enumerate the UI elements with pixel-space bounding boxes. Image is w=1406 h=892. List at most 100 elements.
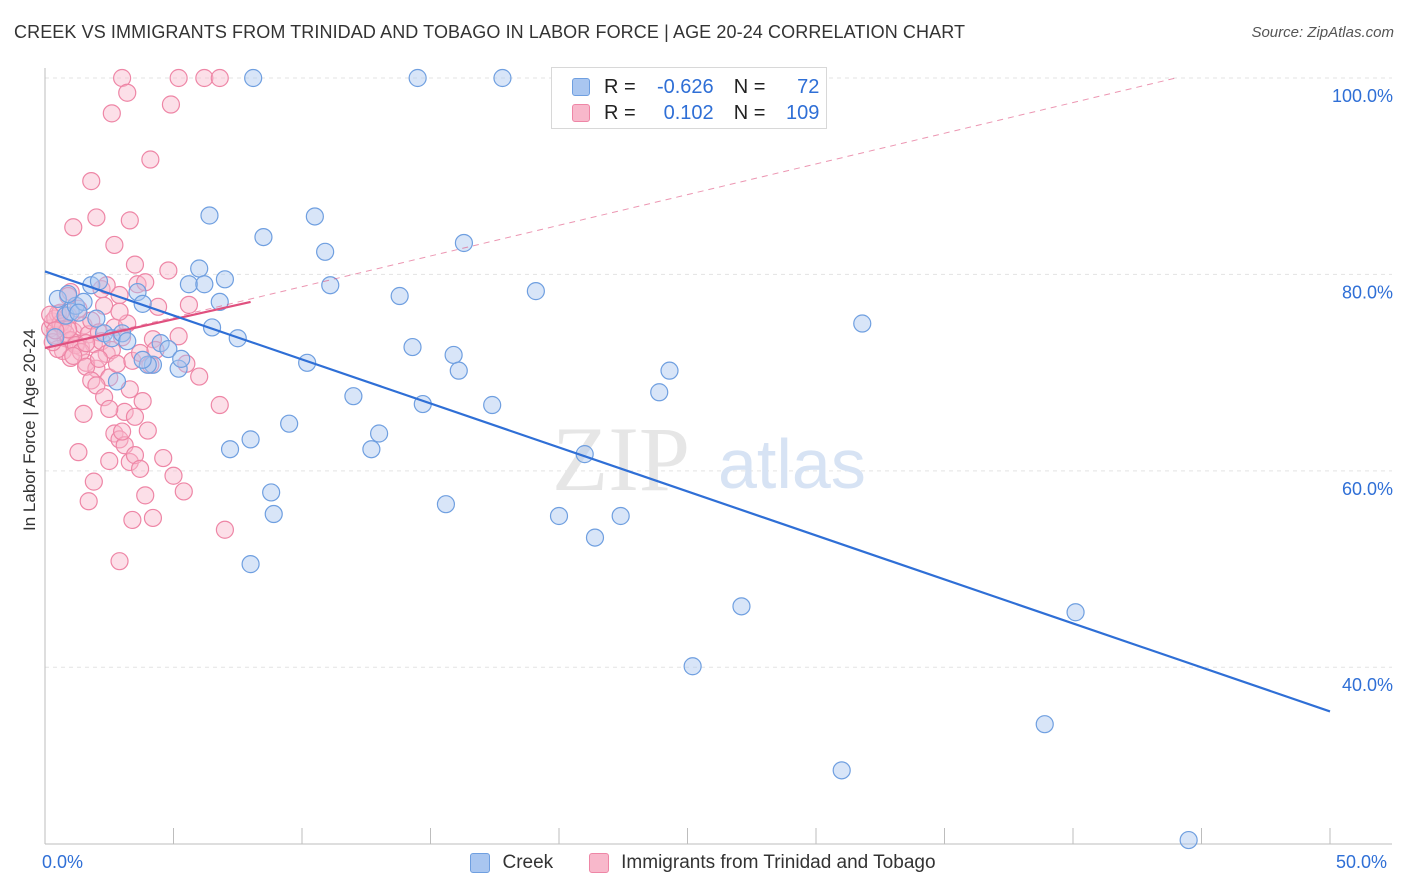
legend-n-value: 109	[786, 101, 820, 124]
data-point-creek	[107, 372, 127, 391]
source-label: Source: ZipAtlas.com	[1251, 24, 1394, 41]
legend-label-creek: Creek	[502, 852, 554, 873]
data-point-creek	[305, 207, 324, 226]
data-point-creek	[449, 361, 468, 380]
data-point-creek	[444, 345, 463, 365]
data-point-trinidad	[138, 421, 157, 440]
data-point-creek	[138, 355, 157, 374]
x-tick-label-min: 0.0%	[42, 852, 84, 872]
data-point-trinidad	[118, 83, 137, 102]
x-tick-label-max: 50.0%	[1336, 852, 1388, 872]
watermark-zip: ZIP	[552, 408, 690, 510]
data-point-creek	[87, 309, 106, 328]
data-point-trinidad	[125, 407, 145, 426]
data-point-trinidad	[174, 482, 193, 501]
data-point-creek	[46, 328, 65, 347]
watermark-atlas: atlas	[718, 425, 866, 503]
data-point-creek	[69, 303, 88, 322]
data-point-trinidad	[141, 150, 160, 169]
y-tick-label: 60.0%	[1342, 479, 1393, 499]
trend-line-trinidad-extended	[44, 77, 1176, 349]
data-point-trinidad	[115, 402, 134, 421]
data-point-trinidad	[169, 68, 188, 88]
data-point-creek	[241, 430, 260, 449]
axes	[44, 68, 1392, 845]
series-creek-points	[46, 68, 1198, 850]
data-point-creek	[611, 506, 630, 526]
data-point-trinidad	[210, 395, 229, 415]
data-point-creek	[660, 361, 679, 380]
legend-item-trinidad[interactable]: Immigrants from Trinidad and Tobago	[589, 852, 936, 874]
data-point-trinidad	[136, 486, 155, 505]
data-point-trinidad	[161, 95, 181, 114]
data-point-creek	[244, 68, 263, 88]
data-point-trinidad	[74, 404, 93, 423]
y-tick-labels: 40.0% 60.0% 80.0% 100.0%	[1332, 86, 1393, 695]
data-point-creek	[179, 275, 199, 294]
legend-r-label: R =	[604, 75, 636, 98]
data-point-trinidad	[125, 255, 145, 274]
data-point-creek	[344, 387, 363, 406]
data-point-trinidad	[130, 459, 150, 478]
chart-title: CREEK VS IMMIGRANTS FROM TRINIDAD AND TO…	[14, 22, 966, 42]
data-point-creek	[321, 276, 340, 295]
data-point-creek	[254, 227, 273, 247]
data-point-trinidad	[125, 446, 145, 465]
legend-r-label: R =	[604, 101, 636, 124]
data-point-creek	[483, 395, 502, 415]
data-point-creek	[118, 332, 137, 351]
data-point-trinidad	[195, 68, 214, 88]
data-point-creek	[408, 68, 427, 88]
legend-row-trinidad: R = 0.102 N = 109	[572, 100, 819, 126]
data-point-trinidad	[89, 349, 109, 368]
data-point-trinidad	[120, 211, 139, 230]
data-point-creek	[128, 282, 147, 302]
data-point-creek	[143, 355, 163, 374]
data-point-trinidad	[107, 354, 127, 373]
stats-legend: R = -0.626 N = 72 R = 0.102 N = 109	[551, 67, 827, 129]
trend-lines	[44, 77, 1331, 713]
data-point-trinidad	[64, 218, 83, 237]
data-point-creek	[585, 528, 605, 547]
trend-line-creek	[44, 270, 1331, 713]
creek-swatch-icon	[572, 78, 590, 96]
data-point-trinidad	[136, 273, 155, 292]
creek-legend-icon	[470, 853, 491, 873]
data-point-trinidad	[100, 399, 119, 419]
data-point-creek	[403, 337, 422, 357]
data-point-creek	[280, 414, 299, 433]
data-point-creek	[683, 657, 702, 676]
data-point-trinidad	[84, 472, 103, 491]
data-point-creek	[74, 292, 93, 312]
data-point-creek	[1179, 830, 1198, 850]
data-point-trinidad	[110, 302, 129, 321]
data-point-creek	[195, 275, 214, 294]
data-point-trinidad	[82, 371, 101, 390]
data-point-trinidad	[169, 327, 188, 346]
legend-r-value: 0.102	[663, 101, 714, 124]
data-point-trinidad	[41, 305, 60, 324]
data-point-creek	[59, 284, 78, 304]
data-point-trinidad	[105, 235, 124, 255]
data-point-trinidad	[110, 552, 129, 571]
data-point-creek	[241, 555, 260, 574]
data-point-creek	[853, 314, 872, 333]
data-point-trinidad	[164, 466, 183, 485]
y-tick-label: 40.0%	[1342, 675, 1393, 695]
data-point-trinidad	[210, 68, 229, 88]
data-point-creek	[832, 761, 851, 780]
data-point-trinidad	[123, 510, 142, 530]
data-point-trinidad	[159, 261, 178, 280]
data-point-creek	[1035, 715, 1054, 734]
trinidad-swatch-icon	[572, 104, 590, 122]
data-point-creek	[1066, 603, 1085, 622]
data-point-creek	[172, 349, 191, 368]
data-point-creek	[298, 353, 317, 372]
data-point-creek	[264, 504, 283, 524]
data-point-creek	[159, 339, 178, 359]
watermark: ZIP atlas	[552, 408, 866, 510]
data-point-trinidad	[69, 443, 88, 462]
legend-item-creek[interactable]: Creek	[470, 852, 553, 874]
data-point-creek	[262, 483, 281, 502]
